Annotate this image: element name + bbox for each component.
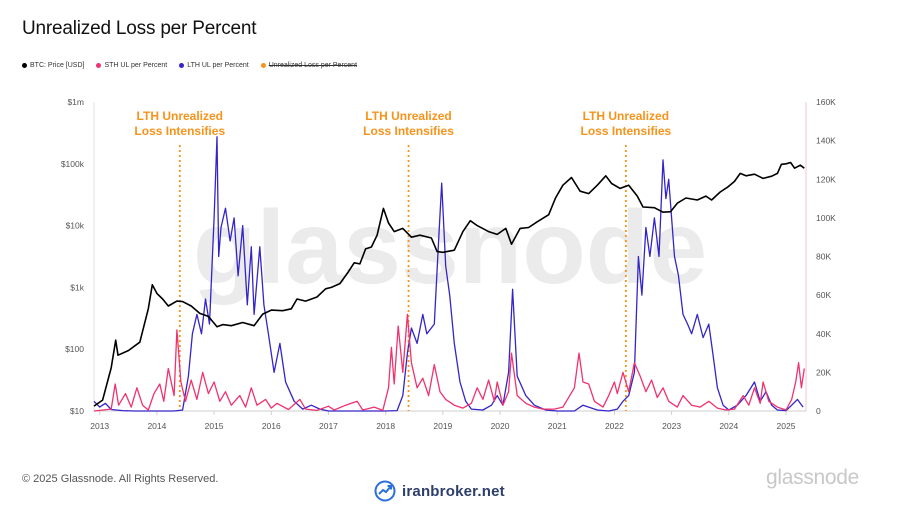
x-tick-label: 2014 [147,421,166,431]
y-left-tick-label: $1k [70,282,84,292]
y-right-tick-label: 80K [816,252,831,262]
y-right-tick-label: 160K [816,97,836,107]
y-right-tick-label: 60K [816,290,831,300]
y-right-tick-label: 120K [816,174,836,184]
series-line-lth-ul-per-percent [93,136,804,412]
x-tick-label: 2024 [719,421,738,431]
series-line-sth-ul-per-percent [93,313,805,412]
x-tick-label: 2020 [491,421,510,431]
x-tick-label: 2022 [605,421,624,431]
legend-item[interactable]: Unrealized Loss per Percent [260,62,358,69]
promo-text: iranbroker.net [402,482,505,500]
y-right-tick-label: 100K [816,213,836,223]
y-left-tick-label: $10k [66,221,85,231]
copyright-text: © 2025 Glassnode. All Rights Reserved. [22,473,219,485]
chart-growth-icon [374,480,396,502]
x-tick-label: 2021 [548,421,567,431]
y-left-tick-label: $10 [70,406,84,416]
x-tick-label: 2015 [205,421,224,431]
y-right-tick-label: 0 [816,406,821,416]
annotation-label: Loss Intensifies [363,124,454,138]
legend-swatch [179,63,185,68]
x-tick-label: 2016 [262,421,281,431]
annotation-label: LTH Unrealized [365,109,451,123]
annotation-label: Loss Intensifies [581,124,672,138]
annotation-label: Loss Intensifies [134,124,225,138]
legend-label: Unrealized Loss per Percent [268,62,358,69]
x-tick-label: 2013 [90,421,109,431]
x-tick-label: 2025 [777,421,796,431]
chart-title: Unrealized Loss per Percent [22,18,257,39]
x-tick-label: 2019 [433,421,452,431]
annotation-label: LTH Unrealized [137,109,223,123]
legend-item[interactable]: LTH UL per Percent [179,62,249,69]
y-left-tick-label: $100k [61,159,85,169]
y-right-tick-label: 20K [816,367,831,377]
x-tick-label: 2023 [662,421,681,431]
legend-label: STH UL per Percent [104,62,168,69]
chart-legend: BTC: Price [USD] STH UL per Percent LTH UL… [22,62,357,69]
series-line-btc-price-usd [93,161,805,407]
promo-badge: iranbroker.net [374,480,505,502]
legend-label: LTH UL per Percent [187,62,249,69]
legend-item[interactable]: BTC: Price [USD] [22,62,84,69]
legend-item[interactable]: STH UL per Percent [96,62,167,69]
y-left-tick-label: $1m [67,97,84,107]
y-left-tick-label: $100 [65,344,84,354]
legend-swatch [260,63,266,68]
legend-label: BTC: Price [USD] [30,62,85,69]
glassnode-watermark: glassnode [193,190,707,306]
x-tick-label: 2017 [319,421,338,431]
legend-swatch [22,63,27,68]
y-right-tick-label: 40K [816,329,831,339]
brand-logo: glassnode [766,466,860,489]
y-right-tick-label: 140K [816,136,836,146]
annotation-label: LTH Unrealized [583,109,669,123]
x-tick-label: 2018 [376,421,395,431]
legend-swatch [96,63,102,68]
